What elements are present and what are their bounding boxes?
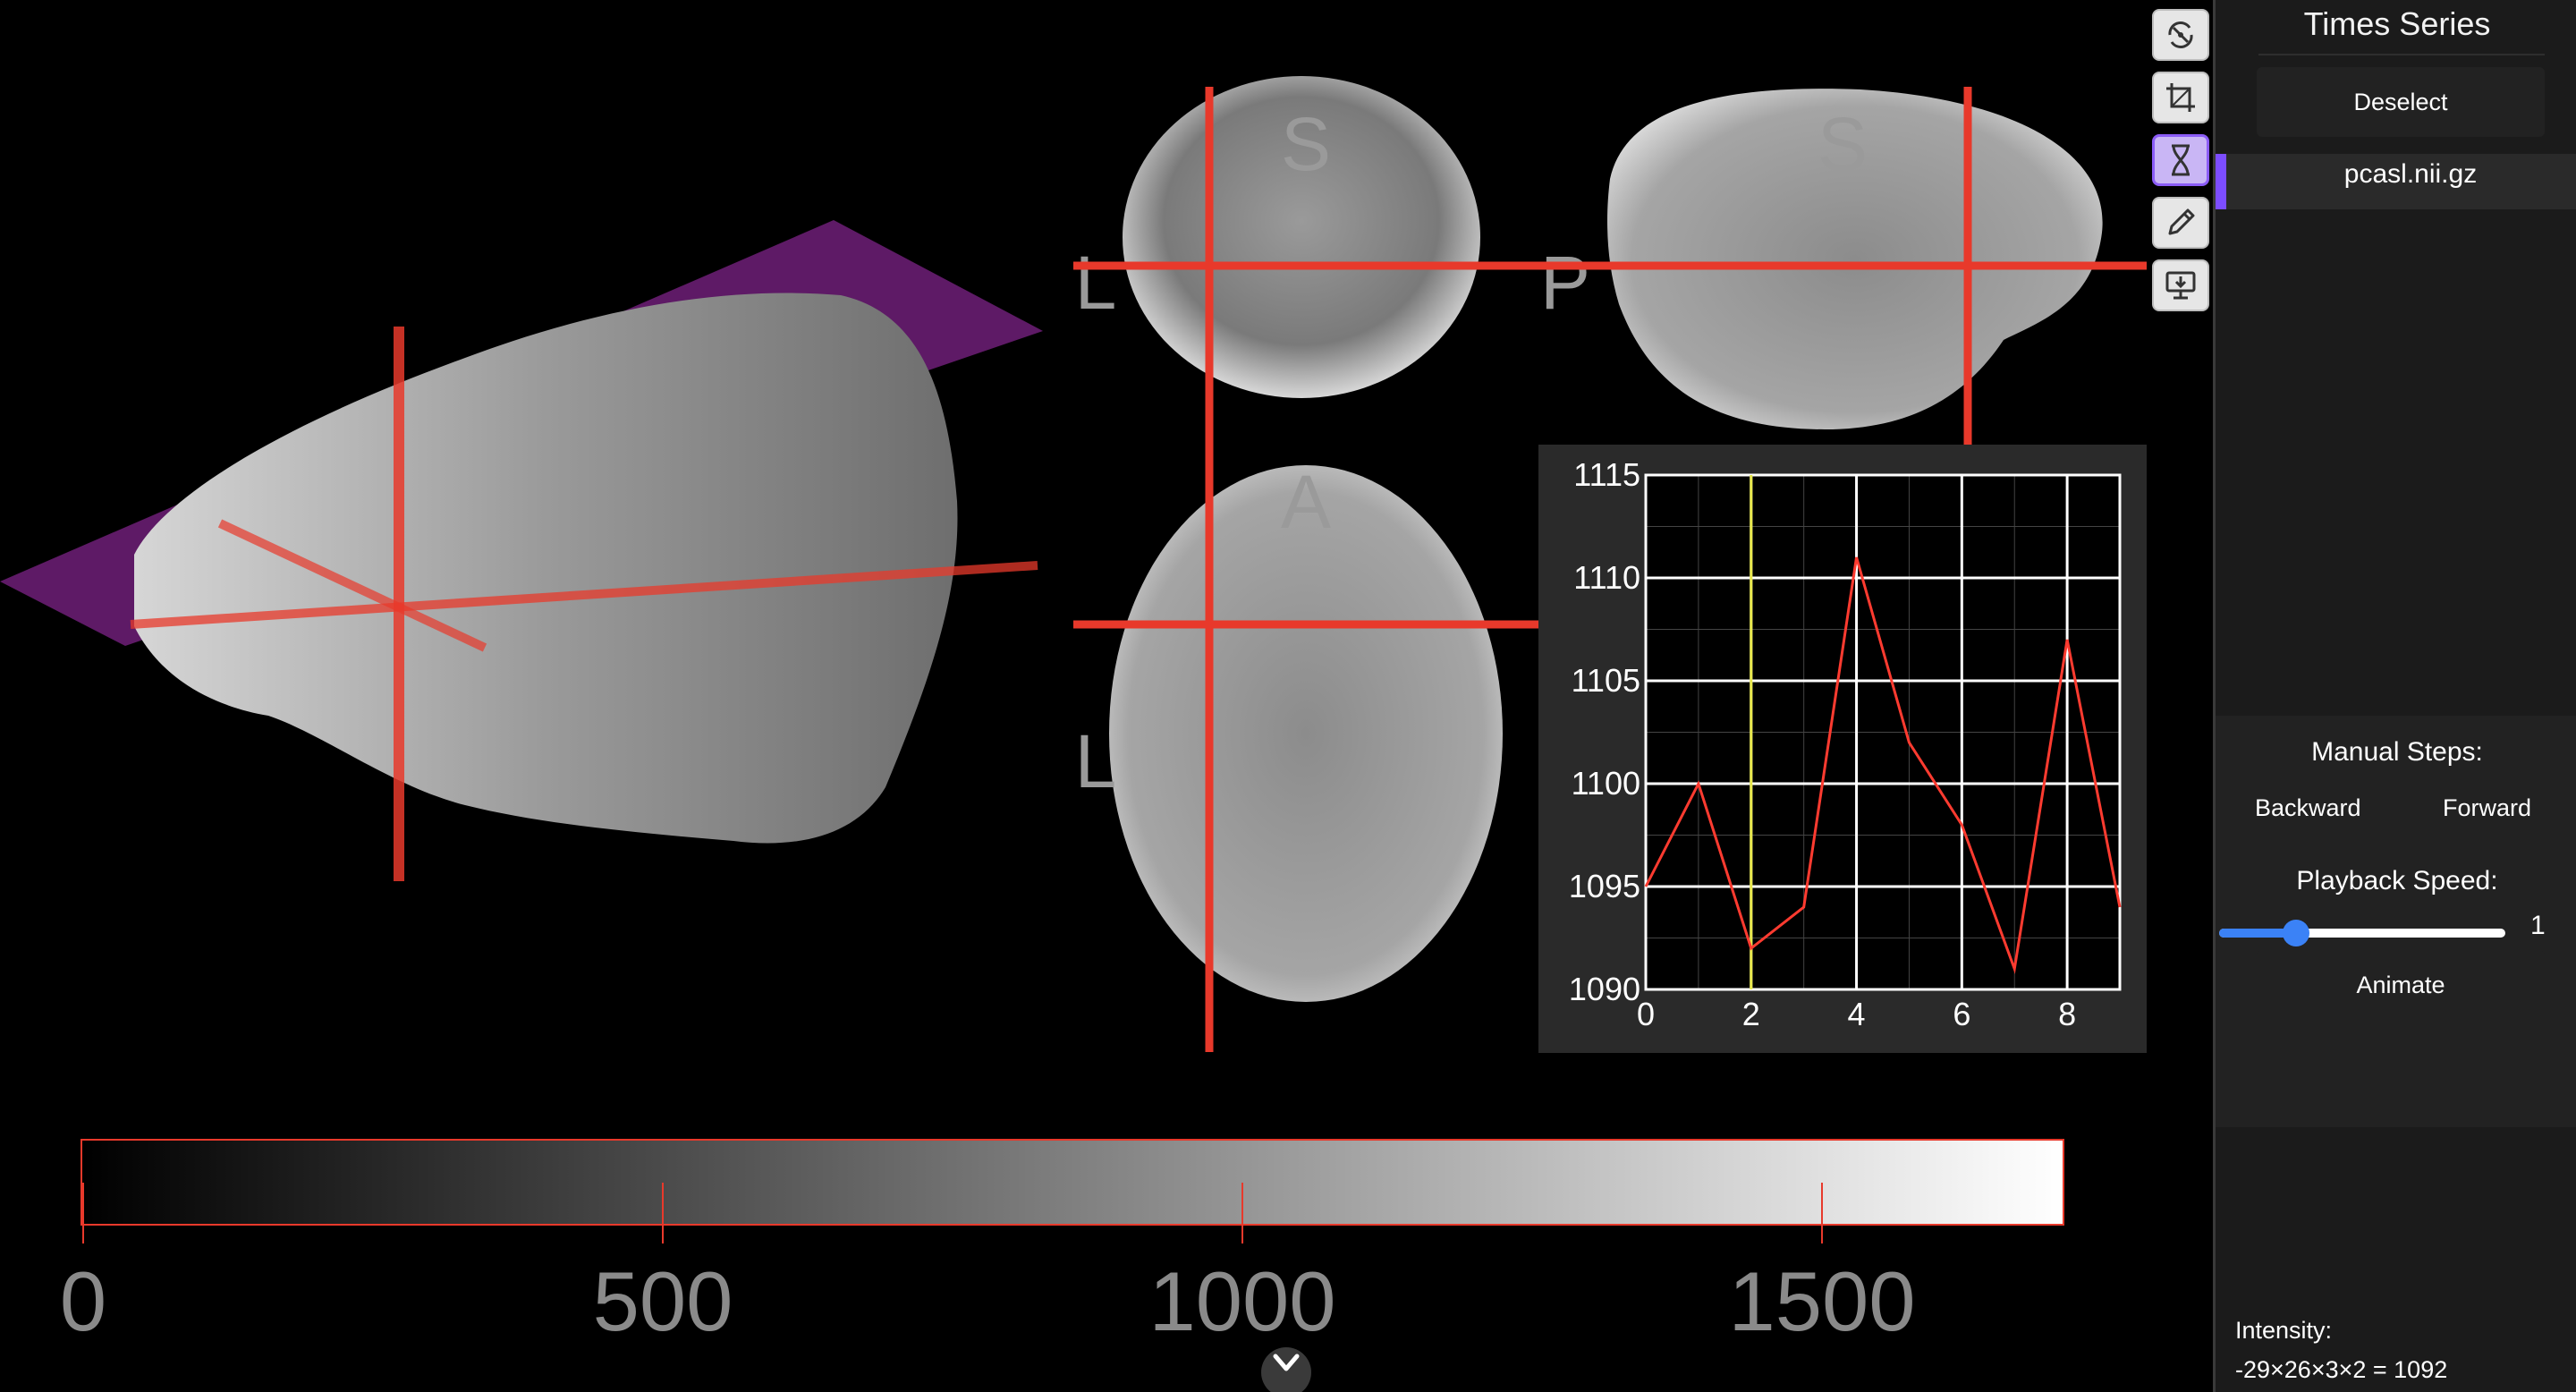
animate-button[interactable]: Animate — [2257, 950, 2545, 1020]
y-tick-label: 1095 — [1569, 868, 1640, 904]
colorbar: 0 500 1000 1500 — [60, 1139, 2064, 1348]
axial-view[interactable]: A L — [1075, 460, 1503, 1002]
crop-tool-button[interactable] — [2152, 72, 2209, 123]
brain-3d-render — [134, 293, 958, 844]
playback-speed-label: Playback Speed: — [2296, 866, 2498, 895]
crosshair-rotate-icon — [2168, 21, 2193, 48]
timeseries-plot[interactable]: 0 2 4 6 8 1115 1110 1105 1100 1095 1090 — [1538, 445, 2147, 1053]
x-tick-label: 0 — [1637, 996, 1655, 1032]
crosshair-3d-depth — [217, 519, 487, 652]
intensity-label: Intensity: — [2235, 1317, 2333, 1344]
panel-title: Times Series — [2303, 5, 2491, 42]
slider-fill — [2219, 929, 2297, 938]
draw-tool-button[interactable] — [2152, 197, 2209, 249]
colorbar-gradient — [80, 1139, 2064, 1226]
crosshair-rotate-tool-button[interactable] — [2152, 9, 2209, 61]
chevron-down-icon — [1273, 1354, 1300, 1371]
intensity-value: -29×26×3×2 = 1092 — [2235, 1356, 2448, 1383]
coronal-top-label: S — [1281, 102, 1331, 186]
forward-button[interactable]: Forward — [2443, 794, 2532, 821]
x-tick-label: 6 — [1953, 996, 1970, 1032]
divider — [2258, 54, 2545, 55]
slider-track — [2219, 929, 2505, 938]
playback-speed-slider[interactable] — [2219, 920, 2505, 948]
toolbar — [2152, 9, 2213, 322]
y-tick-label: 1115 — [1573, 456, 1640, 493]
timeseries-panel: Times Series Deselect pcasl.nii.gz Manua… — [2213, 0, 2576, 1392]
axial-top-label: A — [1281, 460, 1331, 544]
crop-icon — [2166, 83, 2195, 112]
export-tool-button[interactable] — [2152, 259, 2209, 311]
render-3d-view[interactable] — [0, 220, 1043, 881]
x-axis-ticks: 0 2 4 6 8 — [1637, 996, 2076, 1032]
monitor-download-icon — [2165, 271, 2196, 300]
crosshair-2d — [1073, 87, 2147, 1052]
selected-indicator — [2216, 154, 2226, 209]
collapse-toggle-button[interactable] — [1261, 1347, 1311, 1392]
sagittal-left-label: P — [1540, 241, 1590, 325]
axial-left-label: L — [1075, 719, 1117, 803]
x-tick-label: 8 — [2058, 996, 2076, 1032]
file-name: pcasl.nii.gz — [2343, 159, 2478, 189]
colorbar-tick-label: 1500 — [1728, 1254, 1915, 1348]
axial-brain — [1109, 465, 1503, 1002]
playback-speed-value: 1 — [2530, 911, 2546, 940]
y-tick-label: 1110 — [1573, 559, 1640, 596]
pencil-icon — [2168, 208, 2195, 235]
sagittal-brain — [1607, 89, 2103, 430]
y-axis-ticks: 1115 1110 1105 1100 1095 1090 — [1569, 456, 1640, 1007]
y-tick-label: 1105 — [1572, 662, 1640, 699]
plot-border — [1644, 473, 2122, 991]
backward-button[interactable]: Backward — [2255, 794, 2361, 821]
crosshair-3d-horizontal — [130, 561, 1038, 629]
colorbar-tick-label: 1000 — [1148, 1254, 1335, 1348]
hourglass-icon — [2172, 144, 2190, 176]
timeseries-line — [1644, 556, 2122, 974]
coronal-view[interactable]: S L — [1075, 76, 1480, 398]
plot-grid — [1644, 473, 2122, 991]
slider-thumb[interactable] — [2283, 920, 2310, 946]
x-tick-label: 4 — [1848, 996, 1866, 1032]
x-tick-label: 2 — [1742, 996, 1760, 1032]
y-tick-label: 1090 — [1569, 971, 1640, 1007]
coronal-left-label: L — [1075, 241, 1117, 325]
sagittal-top-label: S — [1818, 102, 1868, 186]
file-list-item[interactable]: pcasl.nii.gz — [2216, 154, 2576, 209]
sagittal-view[interactable]: S P — [1540, 89, 2103, 430]
timeseries-tool-button[interactable] — [2152, 134, 2209, 186]
colorbar-tick-label: 500 — [593, 1254, 733, 1348]
colorbar-tick-label: 0 — [60, 1254, 106, 1348]
y-tick-label: 1100 — [1572, 765, 1640, 802]
manual-steps-label: Manual Steps: — [2311, 737, 2483, 767]
playback-controls: Manual Steps: Backward Forward Playback … — [2216, 716, 2576, 1127]
deselect-button[interactable]: Deselect — [2257, 67, 2545, 137]
